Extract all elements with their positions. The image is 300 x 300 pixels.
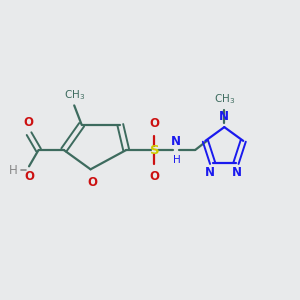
Text: CH$_3$: CH$_3$ [64,88,86,102]
Text: O: O [23,116,33,130]
Text: O: O [149,169,160,183]
Text: O: O [149,117,160,130]
Text: O: O [87,176,97,189]
Text: N: N [171,135,181,148]
Text: O: O [24,170,34,183]
Text: N: N [205,166,215,178]
Text: H: H [9,164,18,177]
Text: CH$_3$: CH$_3$ [214,92,235,106]
Text: H: H [173,155,181,165]
Text: N: N [219,110,229,123]
Text: N: N [232,166,242,179]
Text: S: S [150,143,159,157]
